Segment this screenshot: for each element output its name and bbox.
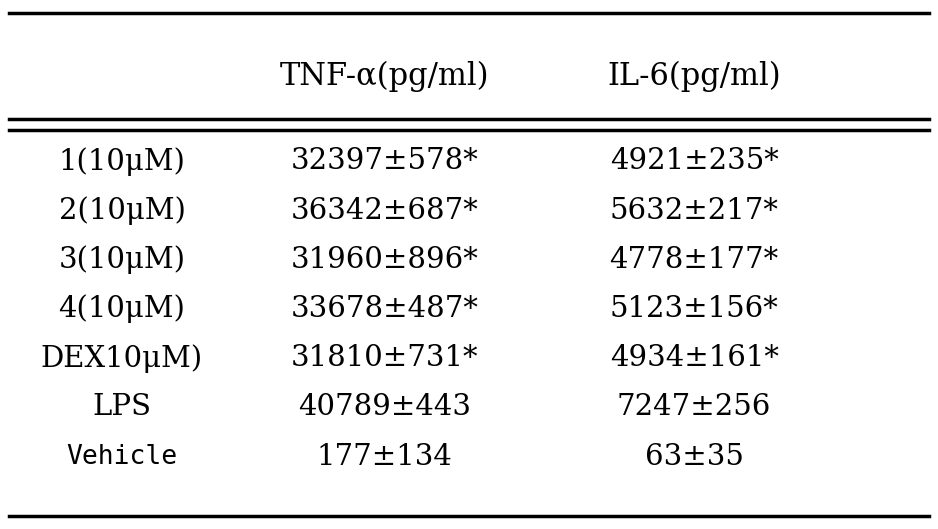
Text: 31810±731*: 31810±731*	[291, 344, 478, 372]
Text: 4934±161*: 4934±161*	[610, 344, 779, 372]
Text: 2(10μM): 2(10μM)	[58, 196, 186, 225]
Text: 4778±177*: 4778±177*	[610, 246, 779, 273]
Text: 32397±578*: 32397±578*	[291, 148, 478, 175]
Text: 63±35: 63±35	[644, 443, 744, 470]
Text: DEX10μM): DEX10μM)	[41, 344, 203, 372]
Text: Vehicle: Vehicle	[67, 443, 177, 470]
Text: TNF-α(pg/ml): TNF-α(pg/ml)	[280, 61, 490, 93]
Text: 5123±156*: 5123±156*	[610, 295, 779, 323]
Text: 33678±487*: 33678±487*	[291, 295, 478, 323]
Text: 36342±687*: 36342±687*	[291, 197, 478, 224]
Text: 5632±217*: 5632±217*	[610, 197, 779, 224]
Text: 4(10μM): 4(10μM)	[58, 295, 186, 323]
Text: 1(10μM): 1(10μM)	[58, 147, 186, 176]
Text: 4921±235*: 4921±235*	[610, 148, 779, 175]
Text: 7247±256: 7247±256	[617, 394, 771, 421]
Text: 31960±896*: 31960±896*	[291, 246, 478, 273]
Text: 177±134: 177±134	[317, 443, 452, 470]
Text: 40789±443: 40789±443	[298, 394, 471, 421]
Text: IL-6(pg/ml): IL-6(pg/ml)	[607, 61, 781, 93]
Text: 3(10μM): 3(10μM)	[58, 245, 186, 274]
Text: LPS: LPS	[93, 394, 151, 421]
